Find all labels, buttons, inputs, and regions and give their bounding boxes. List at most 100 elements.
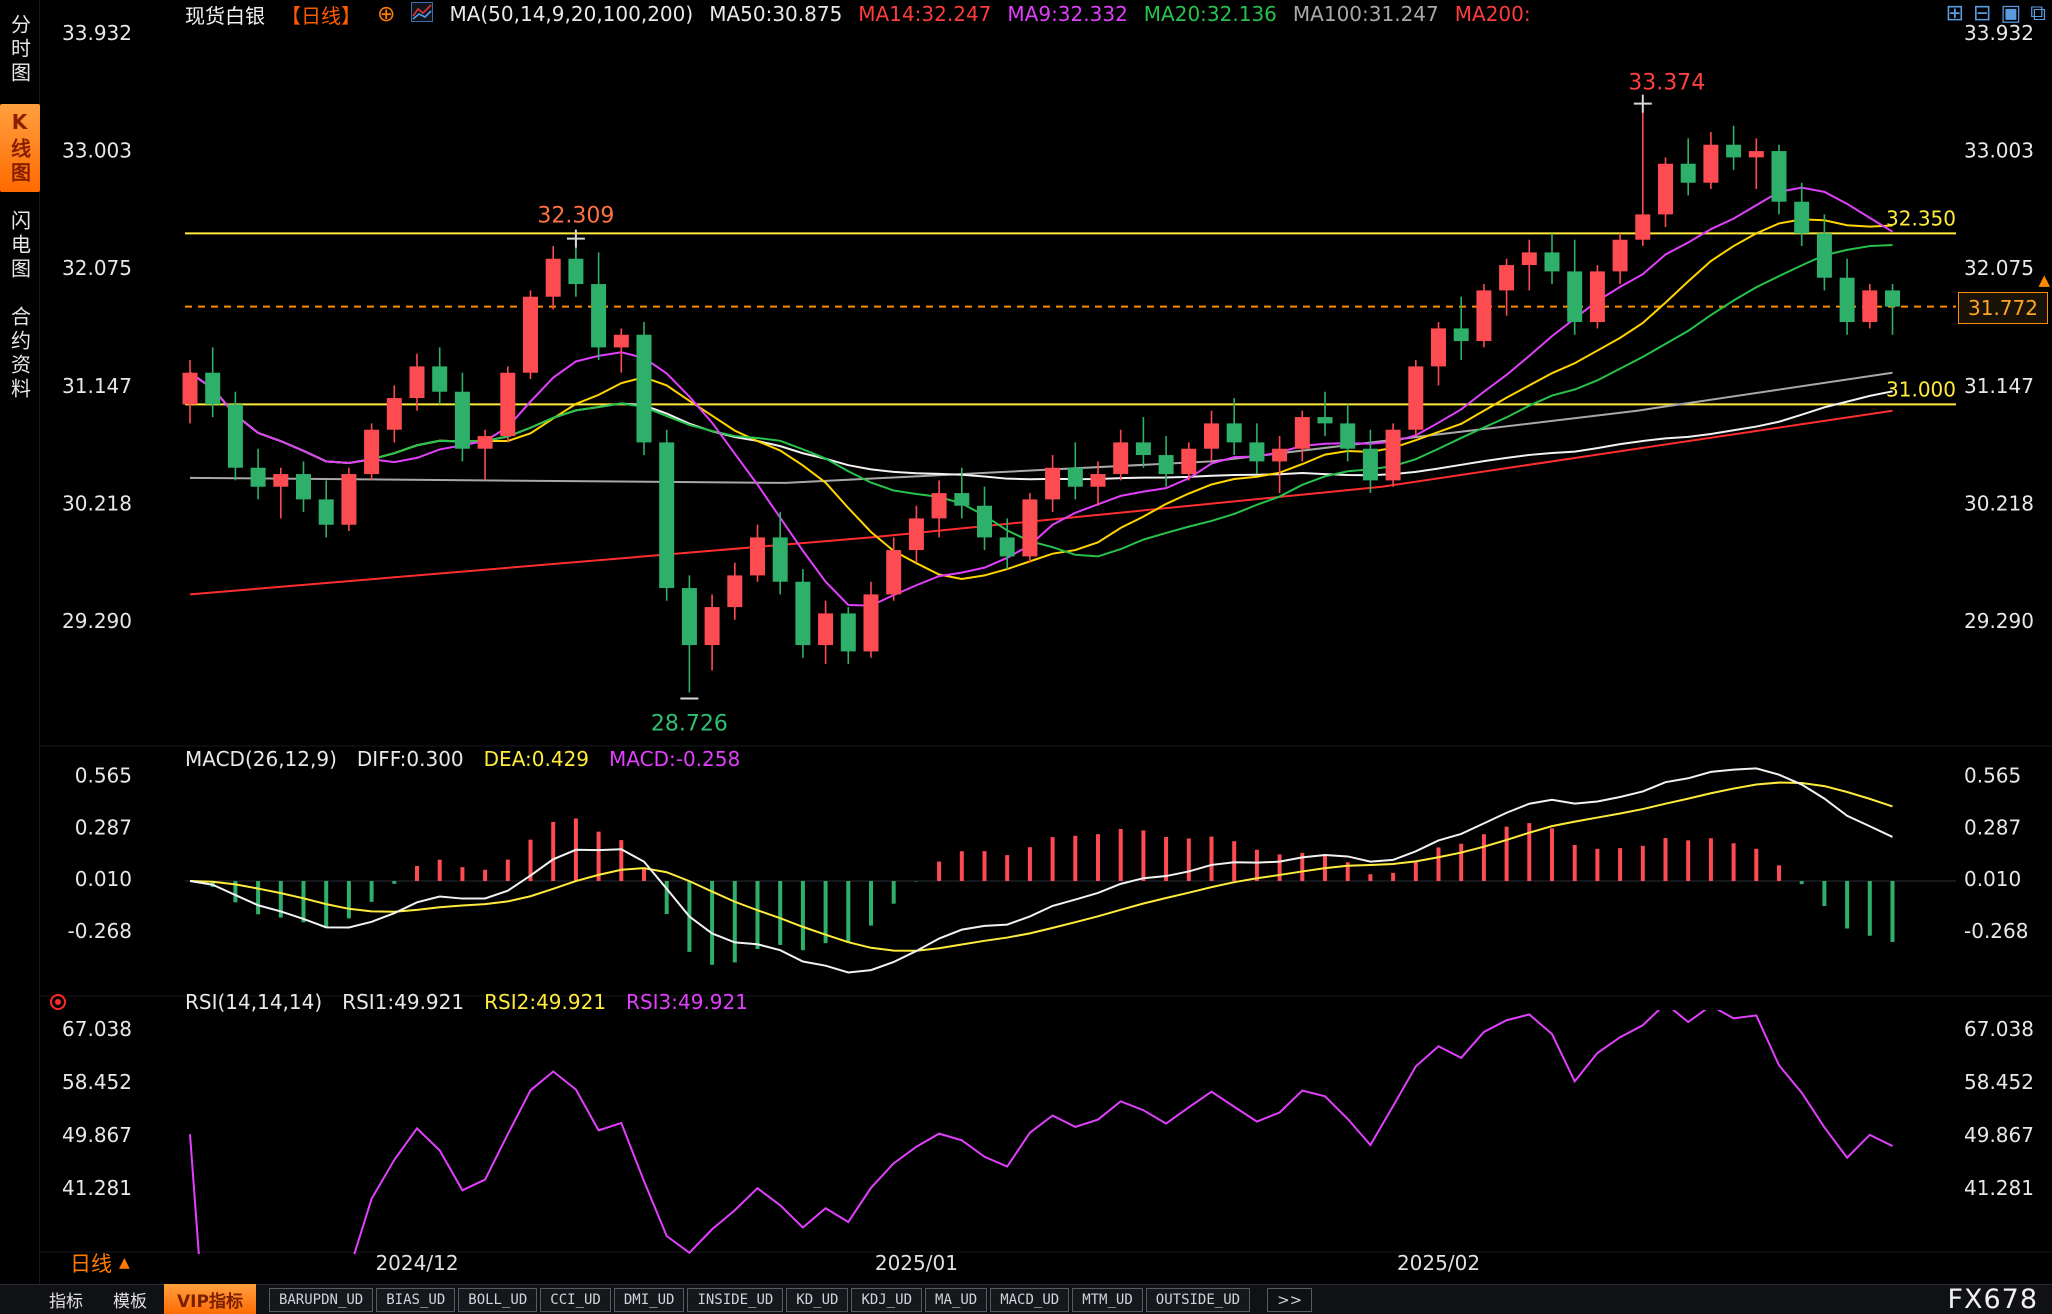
window-layout-icons: ⊞ ⊟ ▣ ⧉: [1946, 1, 2046, 27]
ma200-value: MA200:: [1454, 2, 1531, 26]
rsi1-value: RSI1:49.921: [342, 990, 465, 1014]
target-icon[interactable]: [50, 994, 66, 1010]
svg-text:32.075: 32.075: [62, 256, 132, 280]
svg-text:67.038: 67.038: [1964, 1017, 2034, 1041]
svg-text:32.075: 32.075: [1964, 256, 2034, 280]
svg-text:-0.268: -0.268: [1964, 919, 2028, 943]
current-price-value: 31.772: [1968, 295, 2038, 320]
svg-text:28.726: 28.726: [651, 711, 728, 736]
axis-labels: 32.350 31.000 32.309 33.374 28.726 33.932 33.9…: [62, 21, 2034, 1275]
multi-pane-layout-icon[interactable]: ⊟: [1973, 1, 1992, 26]
sidebar-item-2[interactable]: K线图: [0, 104, 40, 192]
rsi-layer: [189, 1010, 1893, 1254]
macd-layer: [185, 767, 1956, 974]
active-pane-icon[interactable]: ▣: [2000, 1, 2022, 26]
svg-text:33.003: 33.003: [1964, 139, 2034, 163]
svg-text:0.010: 0.010: [75, 867, 132, 891]
chart-header: 现货白银 【日线】 ⊕ MA(50,14,9,20,100,200) MA50:…: [185, 0, 1531, 28]
sidebar-item-1[interactable]: 分时图: [7, 14, 32, 86]
price-arrow-icon: ▲: [2038, 270, 2050, 289]
svg-text:29.290: 29.290: [62, 609, 132, 633]
svg-text:33.374: 33.374: [1628, 71, 1705, 96]
ma-settings-label[interactable]: MA(50,14,9,20,100,200): [449, 2, 694, 26]
svg-text:0.287: 0.287: [75, 815, 132, 839]
toolbar-tab-1[interactable]: 指标: [49, 1292, 83, 1312]
sidebar-item-3[interactable]: 闪电图: [7, 210, 32, 282]
macd-header: MACD(26,12,9) DIFF:0.300 DEA:0.429 MACD:…: [185, 747, 740, 771]
ma14-value: MA14:32.247: [858, 2, 992, 26]
indicator-outside_ud[interactable]: OUTSIDE_UD: [1145, 1287, 1251, 1312]
period-selector[interactable]: 日线 ▲: [70, 1248, 130, 1278]
svg-text:2024/12: 2024/12: [375, 1251, 458, 1275]
indicator-inside_ud[interactable]: INSIDE_UD: [687, 1287, 784, 1312]
toolbar-tabs: 指标 模板 VIP指标: [36, 1284, 256, 1314]
svg-text:41.281: 41.281: [1964, 1176, 2034, 1200]
rsi3-value: RSI3:49.921: [626, 990, 748, 1014]
macd-bar-value: MACD:-0.258: [609, 747, 741, 771]
svg-text:31.147: 31.147: [62, 374, 132, 398]
candlestick-mini-icon[interactable]: [411, 1, 434, 27]
toolbar-tab-3[interactable]: VIP指标: [164, 1284, 256, 1314]
toolbar-indicator-list: BARUPDN_UD BIAS_UD BOLL_UD CCI_UD DMI_UD INSI…: [268, 1287, 1251, 1312]
svg-text:49.867: 49.867: [62, 1123, 132, 1147]
indicator-dmi_ud[interactable]: DMI_UD: [613, 1287, 685, 1312]
svg-text:2025/01: 2025/01: [875, 1251, 958, 1275]
svg-text:41.281: 41.281: [62, 1176, 132, 1200]
popout-window-icon[interactable]: ⧉: [2030, 1, 2046, 26]
symbol-title: 现货白银: [185, 3, 265, 28]
macd-title[interactable]: MACD(26,12,9): [185, 747, 337, 771]
more-indicators-button[interactable]: >>: [1267, 1287, 1313, 1312]
svg-text:33.932: 33.932: [62, 21, 132, 45]
indicator-boll_ud[interactable]: BOLL_UD: [458, 1287, 538, 1312]
svg-text:67.038: 67.038: [62, 1017, 132, 1041]
left-sidebar: 分时图 K线图闪电图合约资料: [0, 0, 40, 1284]
indicator-kdj_ud[interactable]: KDJ_UD: [851, 1287, 923, 1312]
svg-text:58.452: 58.452: [62, 1070, 132, 1094]
svg-text:0.287: 0.287: [1964, 815, 2021, 839]
sidebar-item-4[interactable]: 合约资料: [7, 306, 32, 402]
macd-diff-value: DIFF:0.300: [356, 747, 464, 771]
svg-text:0.010: 0.010: [1964, 867, 2021, 891]
indicator-macd_ud[interactable]: MACD_UD: [990, 1287, 1070, 1312]
ma9-value: MA9:32.332: [1007, 2, 1128, 26]
period-tag[interactable]: 【日线】: [281, 3, 361, 28]
add-indicator-icon[interactable]: ⊕: [377, 1, 396, 27]
toolbar-tab-2[interactable]: 模板: [113, 1292, 147, 1312]
svg-text:31.147: 31.147: [1964, 374, 2034, 398]
svg-text:32.309: 32.309: [537, 204, 614, 229]
ma50-value: MA50:30.875: [709, 2, 843, 26]
svg-text:30.218: 30.218: [1964, 491, 2034, 515]
svg-text:58.452: 58.452: [1964, 1070, 2034, 1094]
svg-text:49.867: 49.867: [1964, 1123, 2034, 1147]
indicator-ma_ud[interactable]: MA_UD: [925, 1287, 988, 1312]
rsi-title[interactable]: RSI(14,14,14): [185, 990, 323, 1014]
svg-text:0.565: 0.565: [1964, 763, 2021, 787]
svg-text:33.932: 33.932: [1964, 21, 2034, 45]
macd-dea-value: DEA:0.429: [483, 747, 590, 771]
svg-text:33.003: 33.003: [62, 139, 132, 163]
svg-text:2025/02: 2025/02: [1397, 1251, 1480, 1275]
indicator-bias_ud[interactable]: BIAS_UD: [376, 1287, 456, 1312]
svg-text:-0.268: -0.268: [68, 919, 132, 943]
indicator-kd_ud[interactable]: KD_UD: [786, 1287, 849, 1312]
indicator-mtm_ud[interactable]: MTM_UD: [1072, 1287, 1143, 1312]
svg-text:31.000: 31.000: [1886, 377, 1956, 401]
svg-text:32.350: 32.350: [1886, 206, 1956, 230]
rsi2-value: RSI2:49.921: [484, 990, 607, 1014]
watermark: FX678: [1947, 1284, 2038, 1314]
indicator-barupdn_ud[interactable]: BARUPDN_UD: [268, 1287, 374, 1312]
svg-text:0.565: 0.565: [75, 763, 132, 787]
svg-text:30.218: 30.218: [62, 491, 132, 515]
period-label: 日线: [70, 1252, 112, 1276]
current-price-tag: 31.772: [1958, 291, 2048, 324]
ma20-value: MA20:32.136: [1143, 2, 1277, 26]
rsi-header: RSI(14,14,14) RSI1:49.921 RSI2:49.921 RS…: [185, 990, 748, 1014]
indicator-cci_ud[interactable]: CCI_UD: [540, 1287, 611, 1312]
quad-layout-icon[interactable]: ⊞: [1945, 1, 1965, 26]
main-chart-layer: [182, 94, 1956, 700]
ma100-value: MA100:31.247: [1292, 2, 1439, 26]
svg-text:29.290: 29.290: [1964, 609, 2034, 633]
bottom-toolbar: 指标 模板 VIP指标 BARUPDN_UD BIAS_UD BOLL_UD CCI_UD…: [0, 1284, 2052, 1314]
